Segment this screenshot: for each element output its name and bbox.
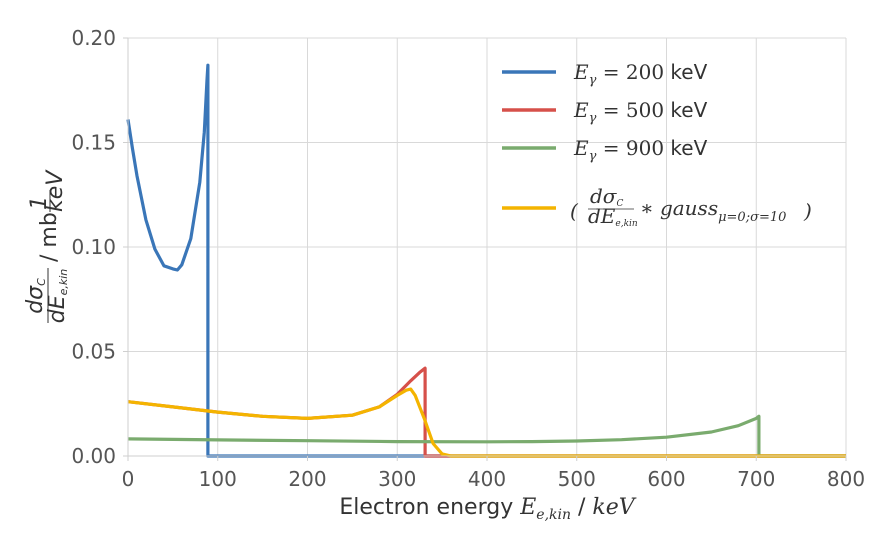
x-tick-label: 800 [827,467,865,491]
y-tick-label: 0.10 [71,235,116,259]
x-tick-label: 400 [468,467,506,491]
x-tick-label: 100 [199,467,237,491]
x-tick-label: 200 [288,467,326,491]
x-tick-label: 300 [378,467,416,491]
x-axis-title: Electron energy Ee,kin / keV [339,495,636,523]
grid [127,37,847,457]
svg-text:dEe,kin: dEe,kin [45,269,70,324]
series-line-2 [127,414,846,458]
y-tick-label: 0.05 [71,340,116,364]
x-tick-label: 700 [737,467,775,491]
svg-text:keV: keV [43,169,68,212]
y-axis-title: dσC dEe,kin / mb 1 keV [23,169,70,324]
legend-label-0: Eγ = 200 keV [573,60,708,88]
svg-text:/ mb: / mb [37,212,62,262]
legend-label-2: Eγ = 900 keV [573,136,708,164]
x-tick-label: 500 [558,467,596,491]
x-tick-label: 600 [647,467,685,491]
x-tick-label: 0 [122,467,135,491]
y-tick-label: 0.15 [71,131,116,155]
y-tick-label: 0.20 [71,26,116,50]
svg-text:1: 1 [27,196,52,210]
axes [123,37,847,461]
tick-labels: 0 100 200 300 400 500 600 700 800 0.00 0.05 0.10 0.1… [71,26,865,491]
svg-text:): ) [803,199,812,223]
legend-label-1: Eγ = 500 keV [573,98,708,126]
svg-text:∗ gaussμ=0;σ=10: ∗ gaussμ=0;σ=10 [640,196,786,225]
series-layer [126,63,846,458]
svg-text:(: ( [570,199,579,223]
series-line-3 [127,387,846,458]
y-tick-label: 0.00 [71,444,116,468]
svg-text:dEe,kin: dEe,kin [588,204,638,229]
legend: Eγ = 200 keV Eγ = 500 keV Eγ = 900 keV (dσC… [502,60,812,229]
series-line-0 [126,63,846,458]
